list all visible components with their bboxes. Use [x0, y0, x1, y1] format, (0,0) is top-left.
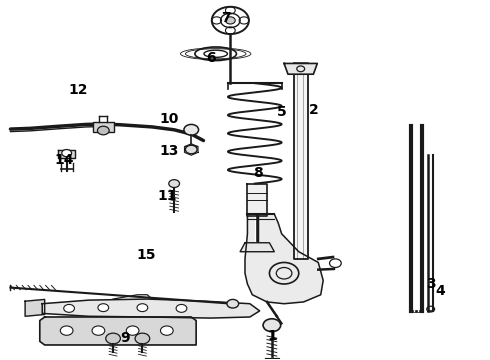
- Polygon shape: [245, 214, 323, 304]
- Circle shape: [225, 17, 235, 24]
- Polygon shape: [25, 300, 45, 316]
- Circle shape: [176, 305, 187, 312]
- Circle shape: [98, 304, 109, 312]
- Text: 14: 14: [54, 153, 74, 167]
- Circle shape: [135, 333, 150, 344]
- Polygon shape: [58, 149, 75, 158]
- Text: 10: 10: [160, 112, 179, 126]
- Bar: [93, 122, 114, 132]
- Text: 11: 11: [157, 189, 176, 203]
- Text: 12: 12: [68, 83, 88, 96]
- Text: 4: 4: [436, 284, 445, 298]
- Circle shape: [64, 305, 74, 312]
- Circle shape: [60, 326, 73, 335]
- Polygon shape: [294, 63, 308, 259]
- Polygon shape: [240, 243, 274, 252]
- Circle shape: [137, 304, 148, 312]
- Text: 7: 7: [221, 11, 231, 25]
- Text: 6: 6: [206, 51, 216, 65]
- Text: 5: 5: [277, 105, 287, 119]
- Circle shape: [106, 333, 121, 344]
- Circle shape: [185, 145, 197, 154]
- Circle shape: [263, 319, 281, 332]
- Text: 8: 8: [253, 166, 263, 180]
- Polygon shape: [40, 317, 196, 345]
- Text: 13: 13: [160, 144, 179, 158]
- Circle shape: [62, 149, 72, 157]
- Polygon shape: [265, 357, 279, 360]
- Polygon shape: [42, 299, 260, 318]
- Text: 3: 3: [426, 277, 436, 291]
- Text: 1: 1: [267, 329, 277, 343]
- Circle shape: [184, 125, 198, 135]
- Circle shape: [92, 326, 105, 335]
- Circle shape: [98, 126, 109, 135]
- Text: 2: 2: [309, 103, 318, 117]
- Circle shape: [160, 326, 173, 335]
- Circle shape: [169, 180, 179, 188]
- Circle shape: [126, 326, 139, 335]
- Text: 15: 15: [137, 248, 156, 262]
- Text: 9: 9: [121, 331, 130, 345]
- Circle shape: [227, 300, 239, 308]
- Polygon shape: [247, 184, 267, 216]
- Polygon shape: [284, 63, 318, 74]
